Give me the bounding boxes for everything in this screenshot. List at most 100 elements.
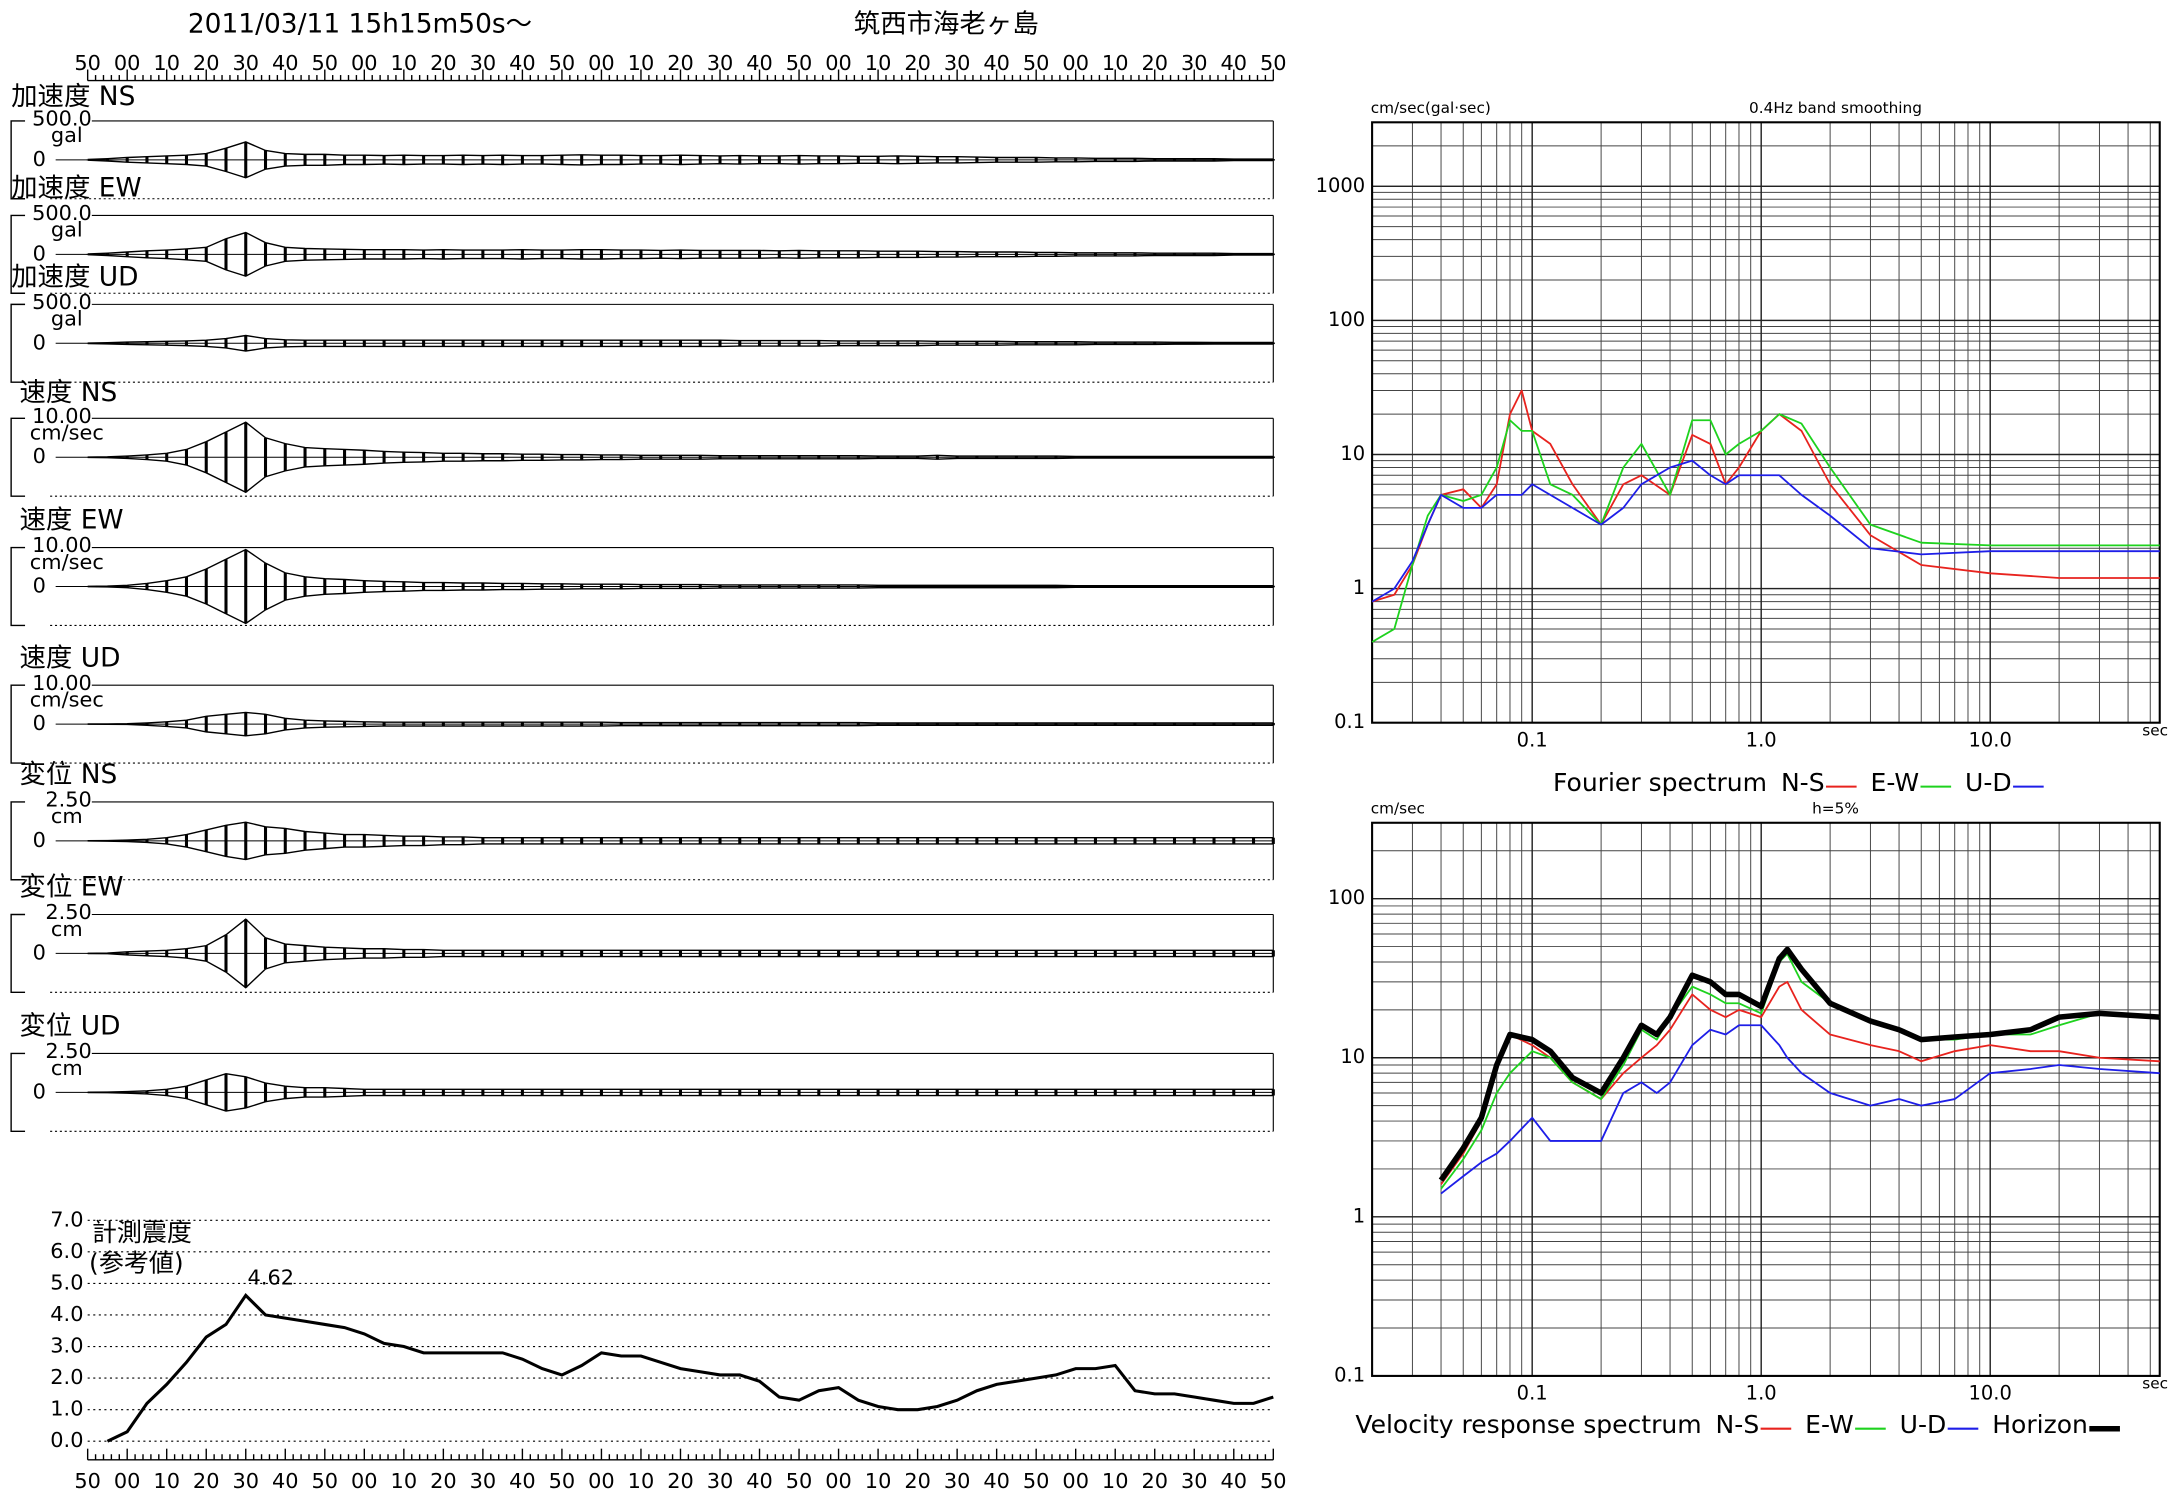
y-tick-label: 3.0 <box>50 1334 83 1358</box>
x-tick-label: 30 <box>1181 51 1208 75</box>
x-tick-label: 40 <box>1220 51 1247 75</box>
zero-label: 0 <box>33 147 46 171</box>
trace-bracket <box>10 913 26 994</box>
x-tick-label: 10.0 <box>1969 1381 2012 1404</box>
trace-envelope-upper <box>87 141 1274 161</box>
x-tick-label: 20 <box>430 1469 457 1493</box>
y-tick-label: 4.0 <box>50 1302 83 1326</box>
scale-label: 10.00 <box>32 404 92 428</box>
trace-envelope-upper <box>87 421 1274 458</box>
x-tick-label: 50 <box>74 51 101 75</box>
zero-label: 0 <box>33 444 46 468</box>
trace-bracket <box>10 120 26 200</box>
x-tick-label: 10 <box>1102 1469 1129 1493</box>
trace-envelope-lower <box>87 254 1274 277</box>
unit-label: cm <box>51 804 83 828</box>
chart-subtitle: h=5% <box>1812 799 1859 817</box>
x-tick-label: 20 <box>193 51 220 75</box>
plot-frame <box>1371 121 2161 724</box>
chart-subtitle: 0.4Hz band smoothing <box>1749 99 1922 117</box>
y-axis-label: cm/sec(gal·sec) <box>1371 99 1491 117</box>
y-tick-label: 1 <box>1353 1204 1365 1227</box>
unit-label: cm <box>51 917 83 941</box>
x-tick-label: 50 <box>1260 1469 1287 1493</box>
zero-label: 0 <box>33 1079 46 1103</box>
x-tick-label: 50 <box>1023 51 1050 75</box>
scale-label: 2.50 <box>45 788 91 812</box>
peak-label: 4.62 <box>248 1266 294 1290</box>
trace-bracket <box>10 684 26 764</box>
y-tick-label: 0.1 <box>1334 1363 1365 1386</box>
plot-frame <box>1371 821 2161 1377</box>
zero-label: 0 <box>33 828 46 852</box>
x-tick-label: 00 <box>588 51 615 75</box>
x-tick-label: 1.0 <box>1746 1381 1777 1404</box>
intensity-title: 計測震度 <box>92 1218 192 1247</box>
x-tick-label: 20 <box>1141 1469 1168 1493</box>
zero-label: 0 <box>33 330 46 354</box>
scale-label: 10.00 <box>32 671 92 695</box>
trace-bracket <box>10 214 26 294</box>
x-tick-label: 40 <box>1220 1469 1247 1493</box>
x-tick-label: 0.1 <box>1517 1381 1548 1404</box>
x-tick-label: 10.0 <box>1969 728 2012 751</box>
trace-bracket <box>10 1052 26 1133</box>
unit-label: cm/sec <box>30 421 104 445</box>
x-tick-label: 00 <box>351 1469 378 1493</box>
x-tick-label: 20 <box>193 1469 220 1493</box>
unit-label: gal <box>51 123 83 147</box>
zero-label: 0 <box>33 574 46 598</box>
zero-label: 0 <box>33 940 46 964</box>
scale-label: 500.0 <box>32 201 92 225</box>
legend-label: N-S <box>1781 768 1825 797</box>
x-tick-label: 30 <box>232 51 259 75</box>
trace-envelope-upper <box>87 821 1274 842</box>
x-tick-label: 10 <box>391 1469 418 1493</box>
x-tick-label: 20 <box>904 51 931 75</box>
trace-envelope-upper <box>87 1073 1274 1093</box>
scale-label: 500.0 <box>32 290 92 314</box>
x-axis-label: sec <box>2142 722 2168 740</box>
unit-label: cm/sec <box>30 687 104 711</box>
x-tick-label: 30 <box>232 1469 259 1493</box>
y-tick-label: 100 <box>1328 308 1365 331</box>
y-tick-label: 6.0 <box>50 1239 83 1263</box>
trace-envelope-lower <box>87 159 1274 179</box>
trace-label: 速度 EW <box>19 505 123 536</box>
x-tick-label: 40 <box>746 1469 773 1493</box>
trace-envelope-upper <box>87 548 1274 588</box>
zero-label: 0 <box>33 711 46 735</box>
scale-label: 2.50 <box>45 1039 91 1063</box>
x-tick-label: 30 <box>944 51 971 75</box>
spectrum-line <box>1440 980 2160 1185</box>
trace-envelope-lower <box>87 840 1274 861</box>
x-tick-label: 50 <box>1260 51 1287 75</box>
scale-label: 500.0 <box>32 107 92 131</box>
x-axis-label: sec <box>2142 1375 2168 1393</box>
y-tick-label: 1000 <box>1316 174 1366 197</box>
trace-label: 速度 NS <box>19 377 117 408</box>
x-tick-label: 50 <box>312 51 339 75</box>
trace-envelope-lower <box>87 723 1274 737</box>
x-tick-label: 50 <box>312 1469 339 1493</box>
y-tick-label: 10 <box>1340 1045 1365 1068</box>
trace-envelope-lower <box>87 586 1274 625</box>
legend-label: E-W <box>1805 1410 1854 1439</box>
x-tick-label: 00 <box>825 51 852 75</box>
y-tick-label: 5.0 <box>50 1270 83 1294</box>
x-tick-label: 10 <box>865 1469 892 1493</box>
trace-envelope-upper <box>87 918 1274 954</box>
intensity-subtitle: (参考値) <box>89 1249 184 1278</box>
x-tick-label: 20 <box>430 51 457 75</box>
legend-title: Fourier spectrum <box>1553 768 1767 797</box>
x-tick-label: 50 <box>549 51 576 75</box>
x-tick-label: 1.0 <box>1746 728 1777 751</box>
spectrum-line <box>1371 389 2160 603</box>
x-tick-label: 40 <box>272 1469 299 1493</box>
x-tick-label: 00 <box>1062 51 1089 75</box>
x-tick-label: 50 <box>786 51 813 75</box>
x-tick-label: 50 <box>786 1469 813 1493</box>
trace-envelope-lower <box>87 456 1274 494</box>
spectrum-line <box>1438 946 2160 1182</box>
